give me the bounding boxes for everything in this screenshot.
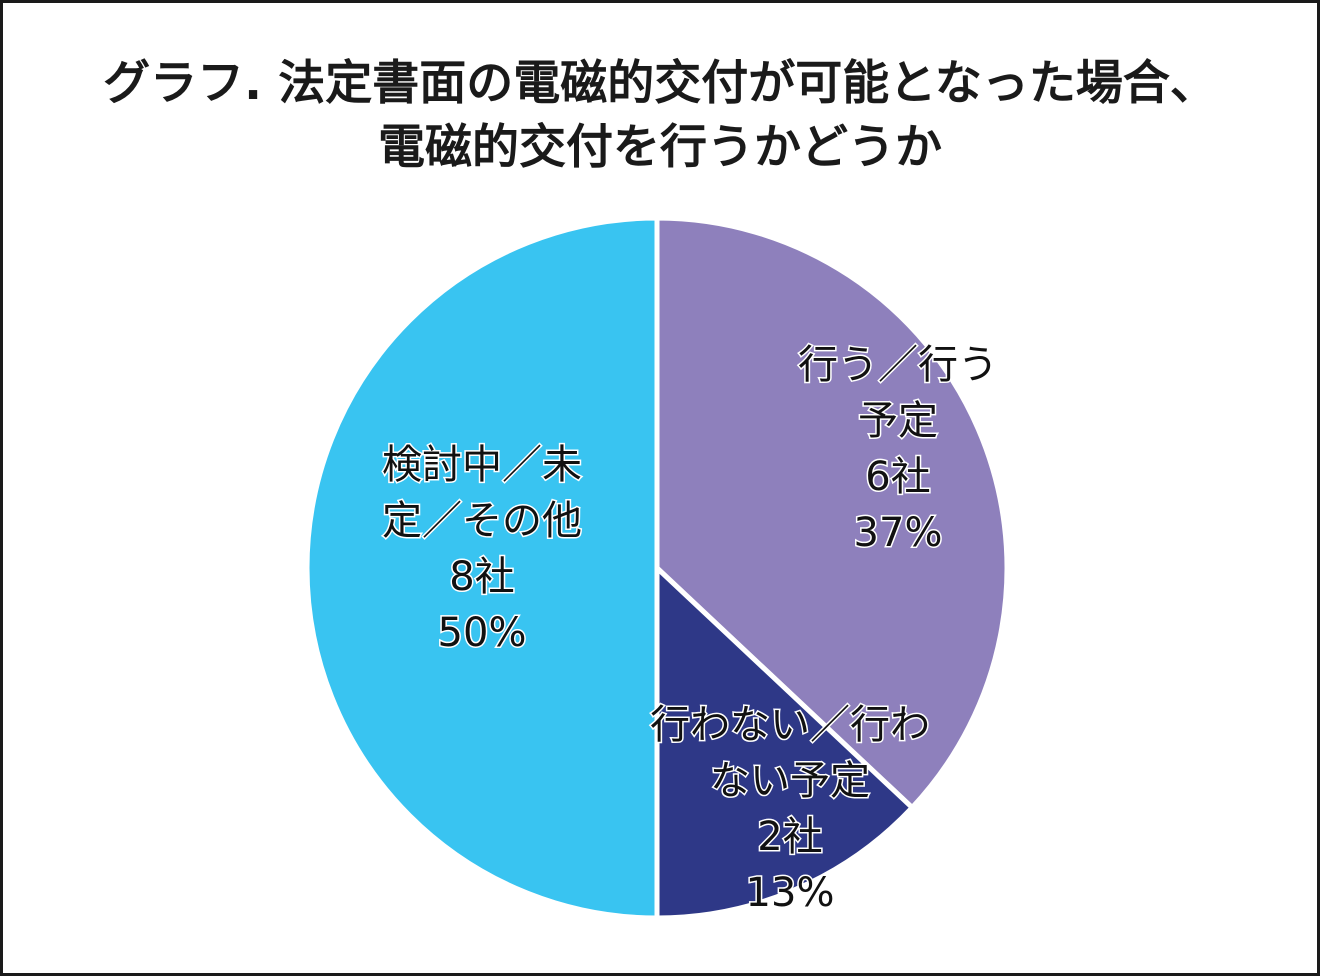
slice-count-label: 8社 — [449, 554, 514, 600]
slice-label-line-1: 検討中／未 — [382, 442, 582, 488]
chart-title-line-2: 電磁的交付を行うかどうか — [378, 120, 942, 175]
pie-slice-3 — [304, 215, 660, 921]
slice-label-group-3: 検討中／未定／その他 8社 50% — [381, 441, 584, 658]
slice-label-line-2: 定／その他 — [382, 498, 582, 544]
slice-percent-label: 13% — [746, 870, 835, 916]
chart-title: グラフ. 法定書面の電磁的交付が可能となった場合、 電磁的交付を行うかどうか — [0, 52, 1320, 180]
slice-label-line-1: 行わない／行わ — [650, 702, 930, 748]
slice-label-line-1: 行う／行う — [798, 342, 998, 388]
pie-slice-2 — [654, 565, 915, 921]
slice-label-line-2: ない予定 — [710, 758, 870, 804]
chart-title-line-1: グラフ. 法定書面の電磁的交付が可能となった場合、 — [103, 56, 1217, 111]
slice-label-line-2: 予定 — [858, 398, 938, 444]
pie-slice-1 — [654, 215, 1010, 811]
slice-count-label: 6社 — [865, 454, 930, 500]
slice-percent-label: 37% — [854, 510, 943, 556]
slice-percent-label: 50% — [438, 610, 527, 656]
slice-count-label: 2社 — [757, 814, 822, 860]
